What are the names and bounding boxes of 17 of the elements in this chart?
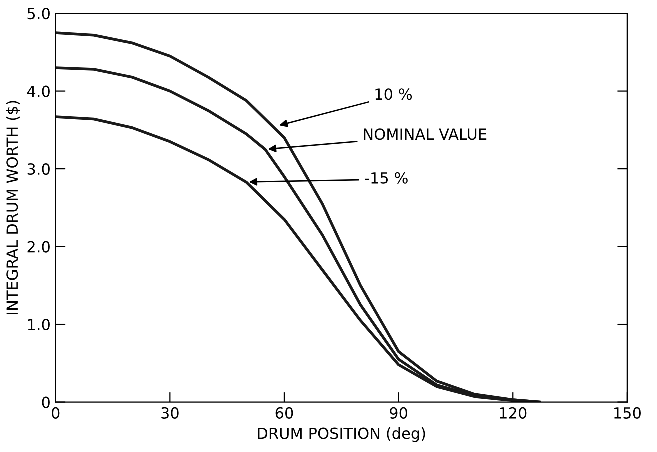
y-tick-label: 2.0 [28,241,50,253]
annotation: NOMINAL VALUE [364,128,487,140]
x-tick-label: 0 [52,407,60,419]
x-tick-label: 120 [500,407,527,419]
annotation: -15 % [365,172,408,184]
x-tick-label: 60 [276,407,294,419]
y-tick-label: 3.0 [28,164,50,176]
y-tick-label: 5.0 [28,8,50,20]
annotation: 10 % [376,88,412,100]
x-tick-label: 90 [390,407,408,419]
x-tick-label: 30 [162,407,179,419]
y-tick-label: 1.0 [28,319,50,331]
y-tick-label: 4.0 [27,86,50,98]
x-tick-label: 150 [614,407,641,419]
y-axis-title: INTEGRAL DRUM WORTH ($) [6,101,20,314]
y-tick-label: 0 [42,396,50,408]
x-axis-title: DRUM POSITION (deg) [258,427,426,442]
